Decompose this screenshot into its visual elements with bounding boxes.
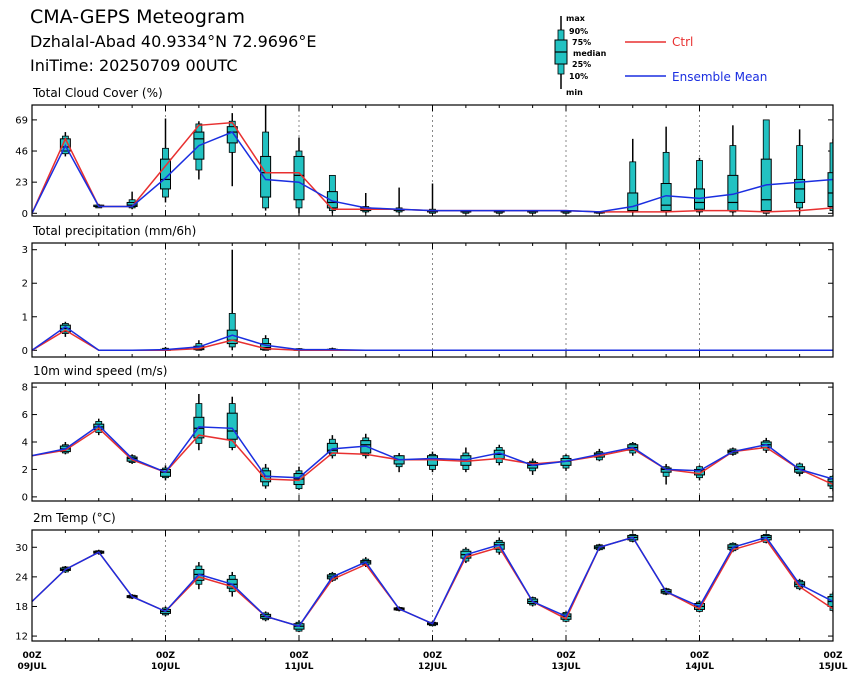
ensemble-mean-line [32, 424, 833, 480]
y-tick-label: 4 [22, 438, 28, 449]
panel-frame [31, 104, 834, 217]
y-tick-label: 30 [15, 543, 28, 554]
panel-frame [31, 529, 834, 642]
x-date-label: 09JUL [18, 662, 47, 672]
box-inner [694, 468, 705, 476]
y-tick-label: 0 [22, 346, 28, 357]
x-date-label: 10JUL [151, 662, 180, 672]
box-inner [260, 155, 272, 198]
box-inner [226, 412, 238, 440]
x-date-label: 15JUL [819, 662, 848, 672]
panel-title: 2m Temp (°C) [33, 511, 116, 525]
legend-box-label: median [573, 49, 607, 58]
legend: max 90% 75% median 25% 10% min Ctrl Ensemble Mea… [554, 14, 767, 97]
box-inner [827, 172, 833, 208]
panel-0: Total Cloud Cover (%) 0 23 46 69 [15, 86, 834, 220]
panel-3: 2m Temp (°C) 12 18 24 30 [15, 511, 834, 643]
y-tick-label: 3 [22, 245, 28, 256]
legend-box-label: max [566, 14, 586, 23]
x-tick-label: 00Z [690, 651, 710, 661]
y-tick-label: 8 [22, 383, 28, 394]
y-tick-label: 0 [22, 209, 28, 220]
y-tick-label: 0 [22, 492, 28, 503]
ensemble-mean-line [32, 325, 833, 352]
y-tick-label: 2 [22, 279, 28, 290]
x-tick-label: 00Z [22, 651, 42, 661]
init-time: IniTime: 20250709 00UTC [30, 56, 238, 75]
x-tick-label: 00Z [823, 651, 843, 661]
legend-box-label: min [566, 88, 583, 97]
x-tick-label: 00Z [556, 651, 576, 661]
box-outer [796, 145, 804, 209]
x-tick-label: 00Z [289, 651, 309, 661]
y-tick-label: 46 [15, 147, 28, 158]
panel-title: Total Cloud Cover (%) [32, 86, 163, 100]
y-tick-label: 69 [15, 115, 28, 126]
box-inner [293, 155, 305, 201]
legend-box-label: 90% [569, 27, 588, 36]
box-outer [696, 160, 703, 213]
x-tick-label: 00Z [423, 651, 443, 661]
panel-title: Total precipitation (mm/6h) [32, 224, 196, 238]
x-date-label: 12JUL [418, 662, 447, 672]
panel-2: 10m wind speed (m/s) 0 2 4 6 8 [22, 364, 834, 503]
panel-1: Total precipitation (mm/6h) 0 1 2 3 [22, 224, 834, 358]
panel-frame [31, 242, 834, 358]
ensemble-mean-line [32, 536, 833, 628]
box-group [32, 533, 833, 633]
y-tick-label: 6 [22, 410, 28, 421]
x-tick-label: 00Z [156, 651, 176, 661]
y-tick-label: 2 [22, 465, 28, 476]
panel-title: 10m wind speed (m/s) [33, 364, 167, 378]
station-location: Dzhalal-Abad 40.9334°N 72.9696°E [30, 32, 317, 51]
box-inner [794, 178, 806, 203]
chart-title: CMA-GEPS Meteogram [30, 6, 245, 28]
x-date-label: 14JUL [685, 662, 714, 672]
y-tick-label: 18 [15, 602, 28, 613]
legend-box-label: 25% [572, 60, 591, 69]
y-tick-label: 12 [15, 632, 28, 643]
y-tick-label: 24 [15, 572, 28, 583]
box-group [32, 105, 833, 214]
box-group [32, 393, 833, 492]
y-tick-label: 23 [15, 178, 28, 189]
x-date-label: 11JUL [285, 662, 314, 672]
panel-frame [31, 382, 834, 502]
box-inner [326, 191, 338, 209]
box-inner [627, 192, 639, 213]
legend-ctrl-label: Ctrl [672, 35, 693, 49]
ensemble-mean-line [32, 131, 833, 214]
x-date-label: 13JUL [552, 662, 581, 672]
legend-box-label: 10% [569, 72, 588, 81]
legend-mean-label: Ensemble Mean [672, 70, 767, 84]
y-tick-label: 1 [22, 312, 28, 323]
box-group [32, 249, 833, 352]
legend-box-label: 75% [572, 38, 591, 47]
